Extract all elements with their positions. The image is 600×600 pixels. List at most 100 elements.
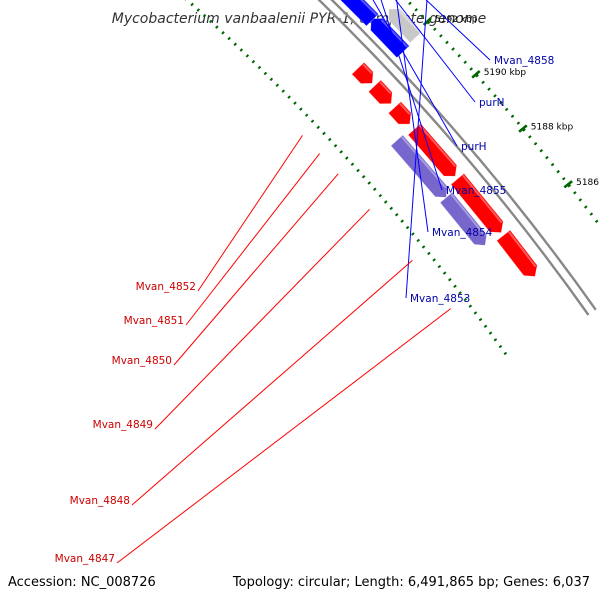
inner-dot-ring: [275, 83, 280, 88]
outer-dot-ring: [567, 184, 572, 188]
reverse-gene-label: Mvan_4850: [112, 355, 172, 367]
inner-dot-ring: [239, 48, 244, 52]
outer-dot-ring: [420, 14, 425, 19]
forward-label-leader: [425, 0, 491, 61]
inner-dot-ring: [400, 219, 404, 223]
inner-dot-ring: [350, 162, 355, 167]
reverse-gene-Mvan_4851: [368, 79, 393, 105]
outer-dot-ring: [457, 53, 461, 58]
scale-tick: [563, 180, 573, 189]
gene-features: [339, 0, 538, 277]
gene-labels: Mvan_4858 purN purH Mvan_4855 Mvan_4854 Mvan_…: [55, 0, 554, 565]
inner-dot-ring: [293, 101, 297, 105]
outer-dot-ring: [528, 135, 532, 139]
outer-dot-ring: [408, 1, 412, 6]
inner-dot-ring: [468, 304, 473, 308]
inner-dot-ring: [263, 71, 268, 76]
outer-dot-ring: [504, 107, 509, 112]
gene-highlight: [379, 81, 392, 95]
outer-dot-ring: [522, 128, 526, 132]
inner-dot-ring: [493, 338, 498, 342]
gene-highlight: [450, 193, 486, 237]
inner-dot-ring: [488, 331, 493, 335]
outer-dot-ring: [516, 121, 521, 125]
inner-dot-ring: [333, 143, 338, 148]
reverse-gene-label: Mvan_4848: [70, 495, 130, 507]
accession-text: Accession: NC_008726: [8, 575, 156, 590]
backbone-inner: [317, 0, 590, 316]
gene-highlight: [380, 19, 409, 48]
forward-label-leader: [405, 0, 428, 299]
inner-dot-ring: [233, 42, 238, 47]
inner-dot-ring: [196, 8, 201, 12]
inner-dot-ring: [251, 59, 256, 64]
reverse-gene-label: Mvan_4851: [124, 315, 184, 327]
forward-gene-overlap: [370, 18, 410, 59]
outer-dot-ring: [539, 149, 544, 153]
inner-dot-ring: [416, 238, 421, 243]
scale-tick: [518, 124, 528, 133]
inner-dot-ring: [190, 2, 194, 7]
forward-gene-Mvan_4854: [339, 0, 379, 27]
inner-dot-ring: [372, 187, 377, 192]
forward-gene-label: Mvan_4855: [446, 185, 506, 197]
reverse-label-leader: [173, 173, 339, 366]
inner-dot-ring: [299, 107, 303, 111]
reverse-label-leader: [185, 153, 320, 326]
outer-dot-ring: [556, 169, 560, 174]
forward-gene-label: Mvan_4854: [432, 227, 493, 239]
outer-dot-ring: [578, 198, 583, 202]
inner-dot-ring: [345, 156, 349, 160]
scale-tick-label: 5186 kbp: [576, 178, 600, 188]
outer-dot-ring: [475, 73, 479, 78]
inner-dot-ring: [221, 31, 225, 35]
inner-dot-ring: [257, 65, 262, 70]
inner-dot-ring: [442, 271, 447, 275]
gene-highlight: [399, 102, 411, 115]
outer-dot-ring: [533, 142, 538, 146]
inner-dot-ring: [394, 213, 399, 217]
reverse-gene-Mvan_4847: [496, 229, 538, 277]
inner-dot-ring: [498, 344, 503, 349]
inner-dot-ring: [478, 317, 483, 322]
outer-dot-ring: [439, 34, 443, 38]
outer-dot-ring: [493, 94, 497, 98]
inner-dot-ring: [245, 54, 250, 58]
outer-dot-ring: [545, 155, 549, 160]
inner-dot-ring: [453, 284, 457, 289]
outer-dot-ring: [433, 27, 437, 32]
outer-dot-ring: [561, 177, 566, 181]
outer-dot-ring: [445, 40, 449, 45]
outer-dot-ring: [451, 47, 455, 51]
inner-dot-ring: [383, 200, 388, 204]
gene-highlight: [360, 0, 378, 16]
inner-dot-ring: [215, 25, 219, 29]
outer-dot-ring: [499, 100, 503, 105]
reverse-label-leader: [154, 208, 370, 430]
inner-dot-ring: [389, 206, 394, 211]
inner-dot-ring: [405, 225, 410, 230]
inner-dot-ring: [503, 351, 508, 356]
genome-backbone: [317, 0, 597, 316]
backbone-outer: [330, 0, 597, 311]
topology-text: Topology: circular; Length: 6,491,865 bp…: [232, 575, 590, 590]
forward-label-leader: [372, 0, 458, 147]
inner-dot-ring: [227, 36, 231, 41]
forward-gene-label: Mvan_4858: [494, 55, 554, 67]
scale-tick-label: 5188 kbp: [531, 122, 574, 132]
inner-dot-ring: [287, 95, 291, 99]
inner-dot-ring: [202, 13, 207, 18]
reverse-label-leader: [197, 135, 303, 292]
outer-dot-ring: [414, 8, 418, 12]
inner-dot-ring: [447, 277, 452, 282]
inner-dot-ring: [269, 77, 274, 82]
inner-dot-ring: [361, 175, 366, 179]
reverse-gene-Mvan_4850: [387, 101, 412, 125]
reverse-gene-label: Mvan_4849: [93, 419, 153, 431]
forward-label-leader: [394, 0, 476, 103]
inner-dot-ring: [473, 311, 478, 315]
inner-dot-ring: [281, 89, 286, 93]
reverse-gene-Mvan_4852: [351, 61, 374, 84]
